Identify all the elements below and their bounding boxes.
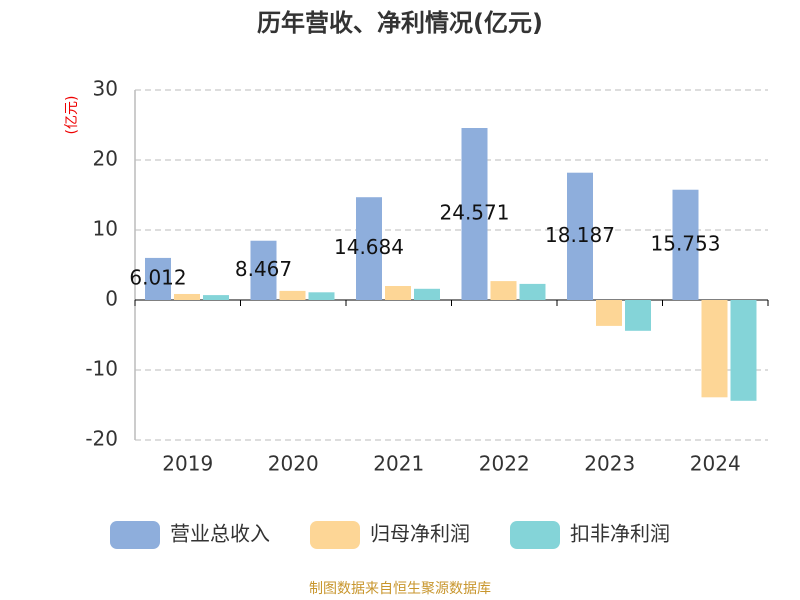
bar (672, 189, 699, 300)
y-tick-label: 20 (93, 147, 118, 171)
y-tick-label: -10 (85, 357, 118, 381)
bar (490, 281, 517, 300)
data-label: 6.012 (129, 265, 186, 289)
bar (279, 290, 306, 300)
data-label: 14.684 (334, 235, 404, 259)
bar (596, 300, 622, 326)
x-tick-label: 2020 (268, 452, 319, 476)
data-label: 15.753 (651, 231, 721, 255)
source-note: 制图数据来自恒生聚源数据库 (309, 581, 491, 597)
chart-title: 历年营收、净利情况(亿元) (257, 9, 543, 37)
bar (519, 283, 546, 300)
x-tick-label: 2024 (690, 452, 741, 476)
bar (730, 300, 757, 401)
data-label: 24.571 (440, 201, 510, 225)
bar (701, 300, 728, 398)
bar (414, 288, 440, 300)
legend-swatch (510, 521, 560, 549)
x-tick-label: 2019 (162, 452, 213, 476)
bar (356, 197, 382, 300)
x-tick-label: 2023 (584, 452, 635, 476)
x-tick-label: 2022 (479, 452, 530, 476)
y-tick-label: -20 (85, 427, 118, 451)
legend-swatch (310, 521, 360, 549)
legend-label: 归母净利润 (370, 522, 470, 546)
bar (250, 240, 277, 300)
bar (203, 295, 229, 300)
legend-swatch (110, 521, 160, 549)
x-tick-label: 2021 (373, 452, 424, 476)
bar (174, 293, 200, 300)
bar (625, 300, 651, 331)
y-tick-label: 30 (93, 77, 118, 101)
bar (461, 128, 488, 300)
bar (567, 172, 593, 300)
bar (145, 257, 171, 300)
y-tick-label: 10 (93, 217, 118, 241)
y-tick-label: 0 (105, 287, 118, 311)
legend-label: 营业总收入 (170, 522, 270, 546)
data-label: 8.467 (235, 257, 292, 281)
bar (385, 286, 411, 300)
legend-label: 扣非净利润 (570, 522, 670, 546)
data-label: 18.187 (545, 223, 615, 247)
y-axis-label: (亿元) (64, 96, 80, 135)
bar (308, 292, 335, 300)
